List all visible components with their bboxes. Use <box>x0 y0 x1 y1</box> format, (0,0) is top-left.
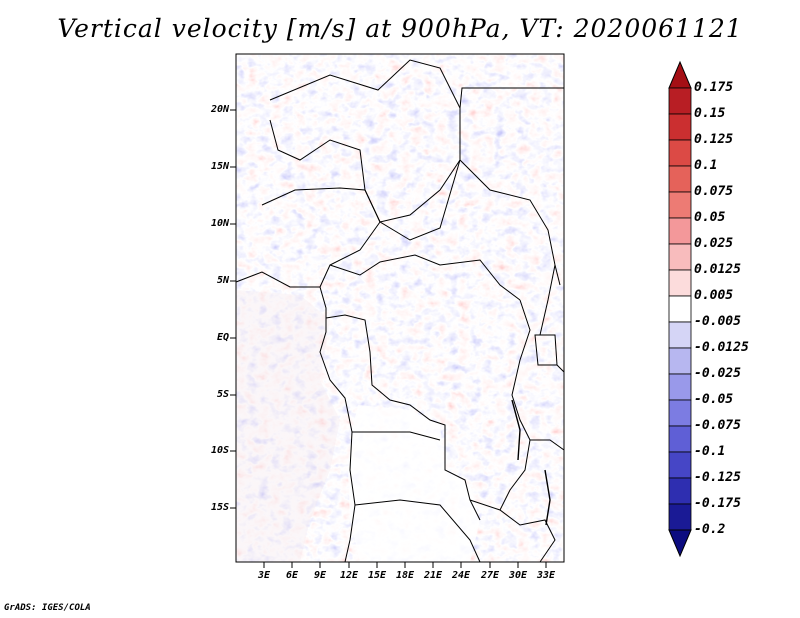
lat-label: 15N <box>210 161 229 172</box>
colorbar-label: 0.05 <box>694 210 726 225</box>
lat-label: 15S <box>210 502 229 513</box>
map-frame <box>235 53 565 563</box>
colorbar-box <box>668 503 692 531</box>
colorbar-label: -0.0125 <box>694 340 749 355</box>
colorbar-box <box>668 399 692 427</box>
lon-label: 24E <box>451 570 471 581</box>
border-sudan <box>459 87 564 286</box>
colorbar-label: 0.15 <box>694 106 726 121</box>
colorbar-bottom-triangle <box>668 529 692 558</box>
border-angola <box>352 431 481 563</box>
lon-label: 9E <box>313 570 327 581</box>
colorbar-box <box>668 373 692 401</box>
lake-malawi <box>544 469 551 526</box>
colorbar-label: -0.025 <box>694 366 741 381</box>
border-nigeria <box>261 187 381 288</box>
colorbar-label: 0.005 <box>694 288 734 303</box>
lat-label: EQ <box>216 332 229 343</box>
lat-label: 5N <box>216 275 229 286</box>
colorbar-label: -0.075 <box>694 418 741 433</box>
lon-label: 6E <box>285 570 299 581</box>
axis-ticks <box>230 109 547 568</box>
lon-label: 27E <box>480 570 500 581</box>
border-chad <box>379 159 461 241</box>
lat-label: 10N <box>210 218 229 229</box>
colorbar-label: 0.125 <box>694 132 734 147</box>
colorbar-box <box>668 451 692 479</box>
colorbar-box <box>668 217 692 245</box>
colorbar-box <box>668 87 692 115</box>
map-title: Vertical velocity [m/s] at 900hPa, VT: 2… <box>57 14 743 43</box>
colorbar-box <box>668 113 692 141</box>
colorbar-label: -0.005 <box>694 314 741 329</box>
lat-label: 10S <box>210 445 229 456</box>
southern-calm-region <box>348 405 480 562</box>
colorbar-label: -0.1 <box>694 444 726 459</box>
colorbar-box <box>668 243 692 271</box>
colorbar-box <box>668 139 692 167</box>
western-ocean-region <box>236 290 340 562</box>
colorbar-box <box>668 477 692 505</box>
colorbar-box <box>668 347 692 375</box>
colorbar-box <box>668 425 692 453</box>
border-east-africa <box>530 264 565 451</box>
colorbar-label: 0.0125 <box>694 262 741 277</box>
colorbar-box <box>668 191 692 219</box>
lon-label: 33E <box>536 570 556 581</box>
colorbar-label: 0.025 <box>694 236 734 251</box>
border-car <box>329 254 521 301</box>
lake-tanganyika <box>511 399 521 461</box>
colorbar-label: -0.175 <box>694 496 741 511</box>
lon-label: 30E <box>508 570 528 581</box>
colorbar-box <box>668 321 692 349</box>
colorbar-top-triangle <box>668 60 692 89</box>
lon-label: 12E <box>339 570 359 581</box>
colorbar-label: 0.075 <box>694 184 734 199</box>
border-congo <box>325 314 481 521</box>
field-layer <box>236 54 564 562</box>
colorbar-box <box>668 295 692 323</box>
lon-label: 18E <box>395 570 415 581</box>
colorbar-box <box>668 269 692 297</box>
grads-credit: GrADS: IGES/COLA <box>4 603 91 613</box>
colorbar-label: -0.05 <box>694 392 734 407</box>
colorbar-box <box>668 165 692 193</box>
border-sahara <box>269 59 461 223</box>
country-borders <box>235 59 565 563</box>
colorbar-label: 0.175 <box>694 80 734 95</box>
colorbar <box>668 60 692 558</box>
lon-label: 3E <box>257 570 271 581</box>
lat-label: 20N <box>210 104 229 115</box>
coastline <box>235 271 356 563</box>
lon-label: 21E <box>423 570 443 581</box>
border-drc-east <box>499 299 531 511</box>
colorbar-label: -0.2 <box>694 522 726 537</box>
colorbar-boxes <box>668 87 692 531</box>
colorbar-label: -0.125 <box>694 470 741 485</box>
lat-label: 5S <box>216 389 229 400</box>
border-zambia <box>469 499 556 563</box>
colorbar-label: 0.1 <box>694 158 718 173</box>
lon-label: 15E <box>367 570 387 581</box>
